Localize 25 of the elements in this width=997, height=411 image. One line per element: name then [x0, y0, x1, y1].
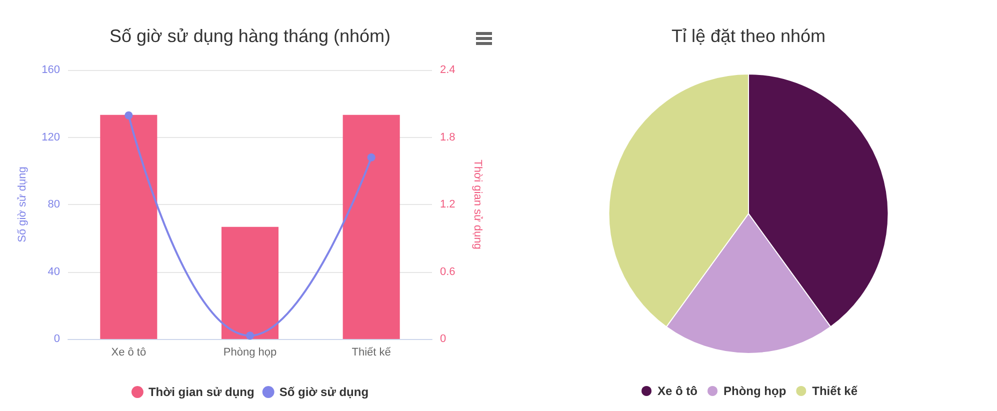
- y2-tick-label: 0.6: [440, 266, 456, 278]
- y-tick-label: 40: [48, 266, 60, 278]
- point: [246, 332, 254, 340]
- y2-tick-label: 1.2: [440, 198, 456, 210]
- y-tick-label: 160: [42, 64, 60, 76]
- y2-tick-label: 1.8: [440, 131, 456, 144]
- x-tick-label: Thiết kế: [352, 346, 391, 358]
- y-axis-title: Số giờ sử dụng: [16, 166, 28, 242]
- x-tick-label: Xe ô tô: [111, 346, 146, 358]
- x-tick-label: Phòng họp: [223, 346, 277, 358]
- legend-label: Thiết kế: [812, 384, 858, 398]
- point: [367, 153, 376, 162]
- point: [124, 111, 133, 120]
- legend-label: Số giờ sử dụng: [279, 385, 369, 399]
- chart-title: Tỉ lệ đặt theo nhóm: [671, 26, 826, 46]
- y-tick-label: 120: [42, 131, 60, 144]
- y2-tick-label: 2.4: [440, 64, 456, 76]
- legend-label: Thời gian sử dụng: [148, 385, 254, 399]
- legend-label: Phòng họp: [724, 384, 786, 398]
- y-tick-label: 0: [54, 333, 60, 345]
- y-tick-label: 80: [48, 198, 60, 210]
- y2-axis-title: Thời gian sử dụng: [472, 160, 484, 250]
- y2-tick-label: 0: [440, 333, 446, 345]
- legend-label: Xe ô tô: [658, 384, 698, 398]
- chart-title: Số giờ sử dụng hàng tháng (nhóm): [109, 26, 391, 46]
